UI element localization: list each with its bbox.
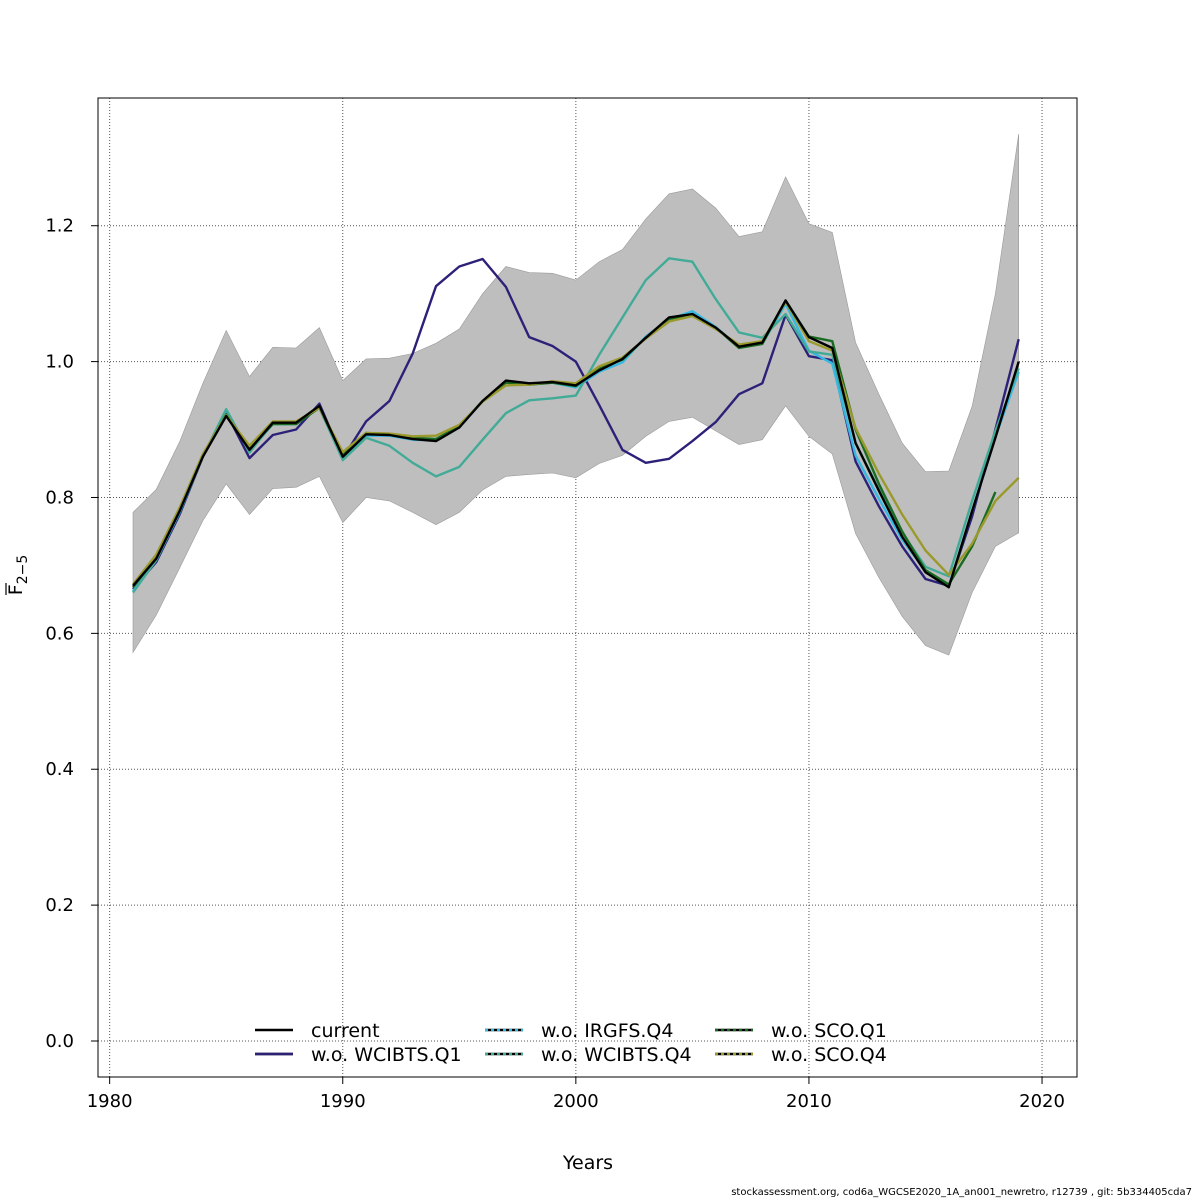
legend-label: w.o. IRGFS.Q4	[541, 1020, 673, 1042]
x-axis: 1980 1990 2000 2010 2020	[87, 1077, 1065, 1112]
series-line-w-o-wcibts-q1	[132, 257, 1020, 590]
y-axis-label-sub: 2−5	[15, 555, 31, 585]
x-axis-label: Years	[562, 1152, 613, 1174]
x-tick-label: 1980	[87, 1091, 133, 1112]
legend-item-current: current	[255, 1020, 380, 1042]
legend-label: w.o. SCO.Q1	[771, 1020, 887, 1042]
series-lines	[132, 257, 1020, 594]
legend-item-w-o-wcibts-q4: w.o. WCIBTS.Q4	[485, 1044, 692, 1066]
legend-item-w-o-wcibts-q1: w.o. WCIBTS.Q1	[255, 1044, 462, 1066]
y-tick-label: 0.0	[45, 1031, 74, 1052]
legend-item-w-o-irgfs-q4: w.o. IRGFS.Q4	[485, 1020, 673, 1042]
plot-frame	[97, 97, 1078, 1078]
y-axis-label-main: F	[5, 584, 27, 595]
y-axis: 0.0 0.2 0.4 0.6 0.8 1.0 1.2	[45, 216, 98, 1052]
y-tick-label: 0.6	[45, 623, 74, 644]
legend-label: w.o. WCIBTS.Q4	[541, 1044, 692, 1066]
legend-item-w-o-sco-q1: w.o. SCO.Q1	[715, 1020, 887, 1042]
x-tick-label: 2020	[1019, 1091, 1065, 1112]
y-tick-label: 0.8	[45, 487, 74, 508]
y-tick-label: 0.2	[45, 895, 74, 916]
svg-text:F2−5: F2−5	[5, 555, 31, 595]
legend-label: w.o. SCO.Q4	[771, 1044, 887, 1066]
footer-caption: stockassessment.org, cod6a_WGCSE2020_1A_…	[731, 1187, 1192, 1198]
x-tick-label: 1990	[320, 1091, 366, 1112]
x-tick-label: 2010	[786, 1091, 832, 1112]
x-tick-label: 2000	[553, 1091, 599, 1112]
series-line-current	[132, 299, 1020, 589]
y-tick-label: 1.0	[45, 352, 74, 373]
series-line-w-o-sco-q4	[132, 300, 1020, 586]
legend-label: current	[311, 1020, 380, 1042]
y-tick-label: 0.4	[45, 759, 74, 780]
legend-label: w.o. WCIBTS.Q1	[311, 1044, 462, 1066]
y-axis-label: F2−5	[5, 555, 31, 595]
y-tick-label: 1.2	[45, 216, 74, 237]
legend-item-w-o-sco-q4: w.o. SCO.Q4	[715, 1044, 887, 1066]
